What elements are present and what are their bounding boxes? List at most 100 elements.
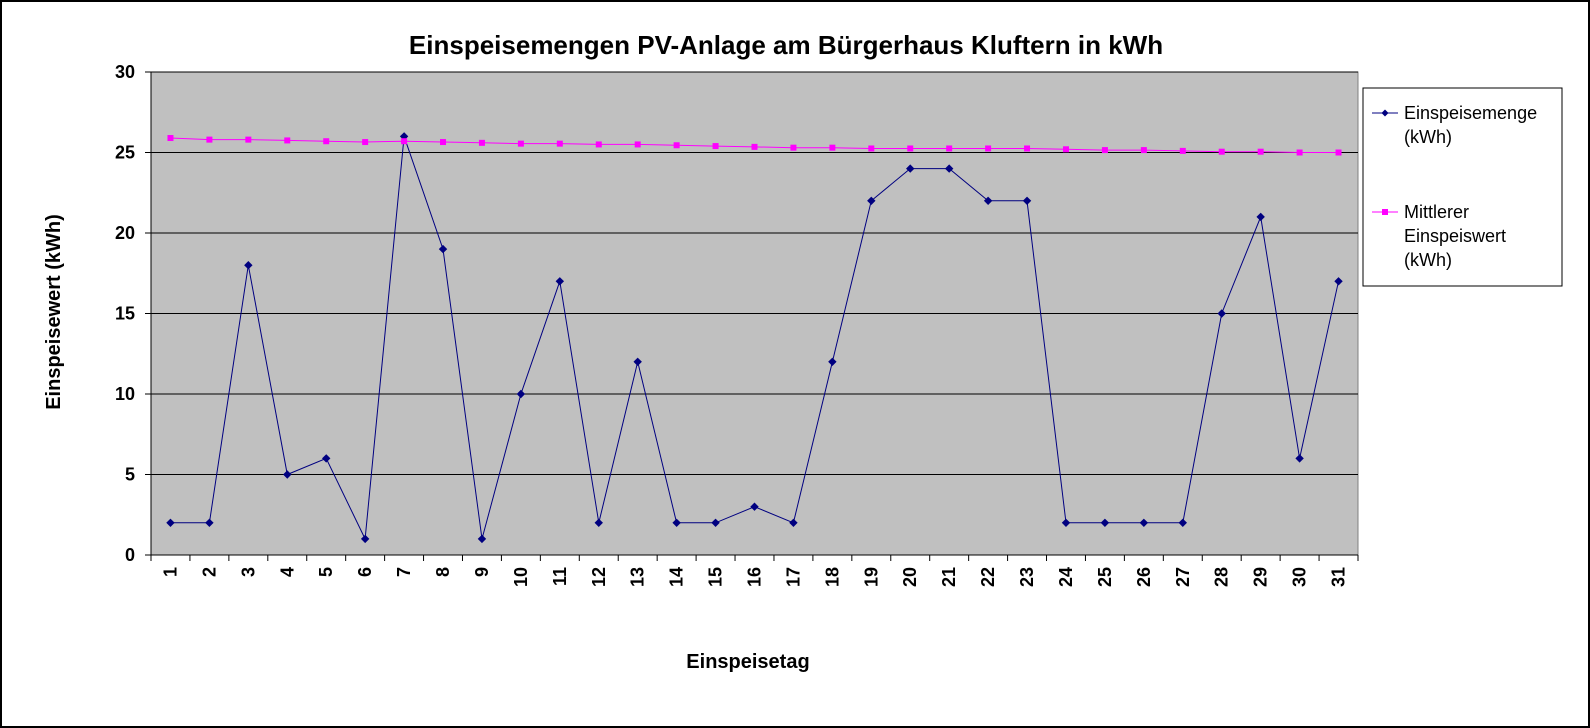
x-tick-label: 29 <box>1251 567 1271 587</box>
x-tick-label: 5 <box>316 567 336 577</box>
series-2-point <box>362 139 369 146</box>
x-tick-label: 14 <box>667 567 687 587</box>
chart-title: Einspeisemengen PV-Anlage am Bürgerhaus … <box>409 30 1163 60</box>
y-tick-label: 5 <box>125 465 135 485</box>
x-tick-label: 21 <box>939 567 959 587</box>
series-2-point <box>167 135 174 142</box>
x-tick-label: 24 <box>1056 567 1076 587</box>
series-1-point <box>750 502 759 511</box>
x-tick-label: 20 <box>900 567 920 587</box>
series-2-point <box>440 139 447 146</box>
series-1-point <box>438 244 448 254</box>
series-2-point <box>206 136 213 143</box>
series-2-point <box>401 138 408 145</box>
y-tick-label: 30 <box>115 62 135 82</box>
y-tick-label: 15 <box>115 304 135 324</box>
y-tick-label: 25 <box>115 143 135 163</box>
series-1-point <box>1178 518 1187 528</box>
y-tick-label: 0 <box>125 545 135 565</box>
series-1-point <box>360 534 370 544</box>
series-1-point <box>789 518 798 528</box>
x-tick-label: 9 <box>472 567 492 577</box>
series-2-point <box>1335 149 1342 156</box>
x-tick-label: 26 <box>1134 567 1154 587</box>
series-2-point <box>245 136 252 143</box>
legend-label: Einspeiswert <box>1404 226 1506 246</box>
x-tick-label: 18 <box>822 567 842 587</box>
series-1-point <box>1334 277 1343 286</box>
series-1-point <box>906 164 915 173</box>
series-1-point <box>944 164 954 173</box>
x-tick-label: 28 <box>1212 567 1232 587</box>
series-2-point <box>1296 149 1303 156</box>
x-axis-label: Einspeisetag <box>686 651 809 673</box>
x-tick-label: 31 <box>1329 567 1349 587</box>
x-tick-label: 4 <box>277 567 297 577</box>
series-2-point <box>1179 147 1186 154</box>
series-2-point <box>517 140 524 147</box>
x-tick-label: 30 <box>1290 567 1310 587</box>
series-1-point <box>283 470 292 479</box>
series-2-point <box>1218 148 1225 155</box>
series-2-point <box>1062 146 1069 153</box>
legend-label: (kWh) <box>1404 250 1452 270</box>
series-1-point <box>983 196 993 206</box>
x-tick-label: 23 <box>1017 567 1037 587</box>
series-1-point <box>1061 518 1071 528</box>
series-1-point <box>672 518 681 528</box>
series-2-point <box>673 142 680 149</box>
series-2-point <box>556 140 563 147</box>
x-tick-label: 6 <box>355 567 375 577</box>
x-tick-label: 27 <box>1173 567 1193 587</box>
x-tick-label: 3 <box>238 567 258 577</box>
legend-marker-2 <box>1382 209 1388 215</box>
series-2-point <box>790 144 797 151</box>
series-1-point <box>711 518 720 528</box>
series-2-point <box>323 138 330 145</box>
legend-label: (kWh) <box>1404 127 1452 147</box>
x-tick-label: 22 <box>978 567 998 587</box>
series-1-point <box>828 357 837 367</box>
y-axis-label: Einspeisewert (kWh) <box>43 214 65 410</box>
series-2-point <box>595 141 602 148</box>
series-1-point <box>1217 309 1226 318</box>
series-2-point <box>946 145 953 152</box>
series-1-point <box>633 357 642 367</box>
x-tick-label: 15 <box>706 567 726 587</box>
series-1-point <box>477 534 487 544</box>
legend: Einspeisemenge (kWh) Mittlerer Einspeiswert… <box>1362 87 1563 287</box>
series-2-point <box>1101 147 1108 154</box>
series-1-point <box>516 389 526 399</box>
series-2-point <box>634 141 641 148</box>
x-tick-label: 2 <box>199 567 219 577</box>
series-1-point <box>594 518 603 528</box>
series-2-point <box>1257 148 1264 155</box>
series-2-point <box>829 144 836 151</box>
legend-label: Einspeisemenge <box>1404 103 1537 123</box>
series-1-point <box>1100 518 1110 528</box>
series-2-point <box>478 139 485 146</box>
series-1-point <box>322 454 331 463</box>
x-tick-label: 13 <box>628 567 648 587</box>
y-tick-label: 10 <box>115 384 135 404</box>
legend-label: Mittlerer <box>1404 202 1469 222</box>
series-1-point <box>867 196 876 206</box>
series-1-point <box>166 518 175 528</box>
x-tick-label: 17 <box>783 567 803 587</box>
series-2-point <box>868 145 875 152</box>
series-1-point <box>205 518 214 528</box>
x-tick-label: 7 <box>394 567 414 577</box>
x-tick-label: 12 <box>589 567 609 587</box>
series-1-point <box>244 260 253 270</box>
x-tick-label: 1 <box>160 567 180 577</box>
x-tick-label: 25 <box>1095 567 1115 587</box>
legend-marker-1 <box>1381 109 1389 117</box>
x-tick-label: 16 <box>745 567 765 587</box>
series-2-point <box>985 145 992 152</box>
series-2-point <box>907 145 914 152</box>
series-2-point <box>712 143 719 150</box>
x-tick-label: 10 <box>511 567 531 587</box>
x-tick-label: 11 <box>550 567 570 586</box>
